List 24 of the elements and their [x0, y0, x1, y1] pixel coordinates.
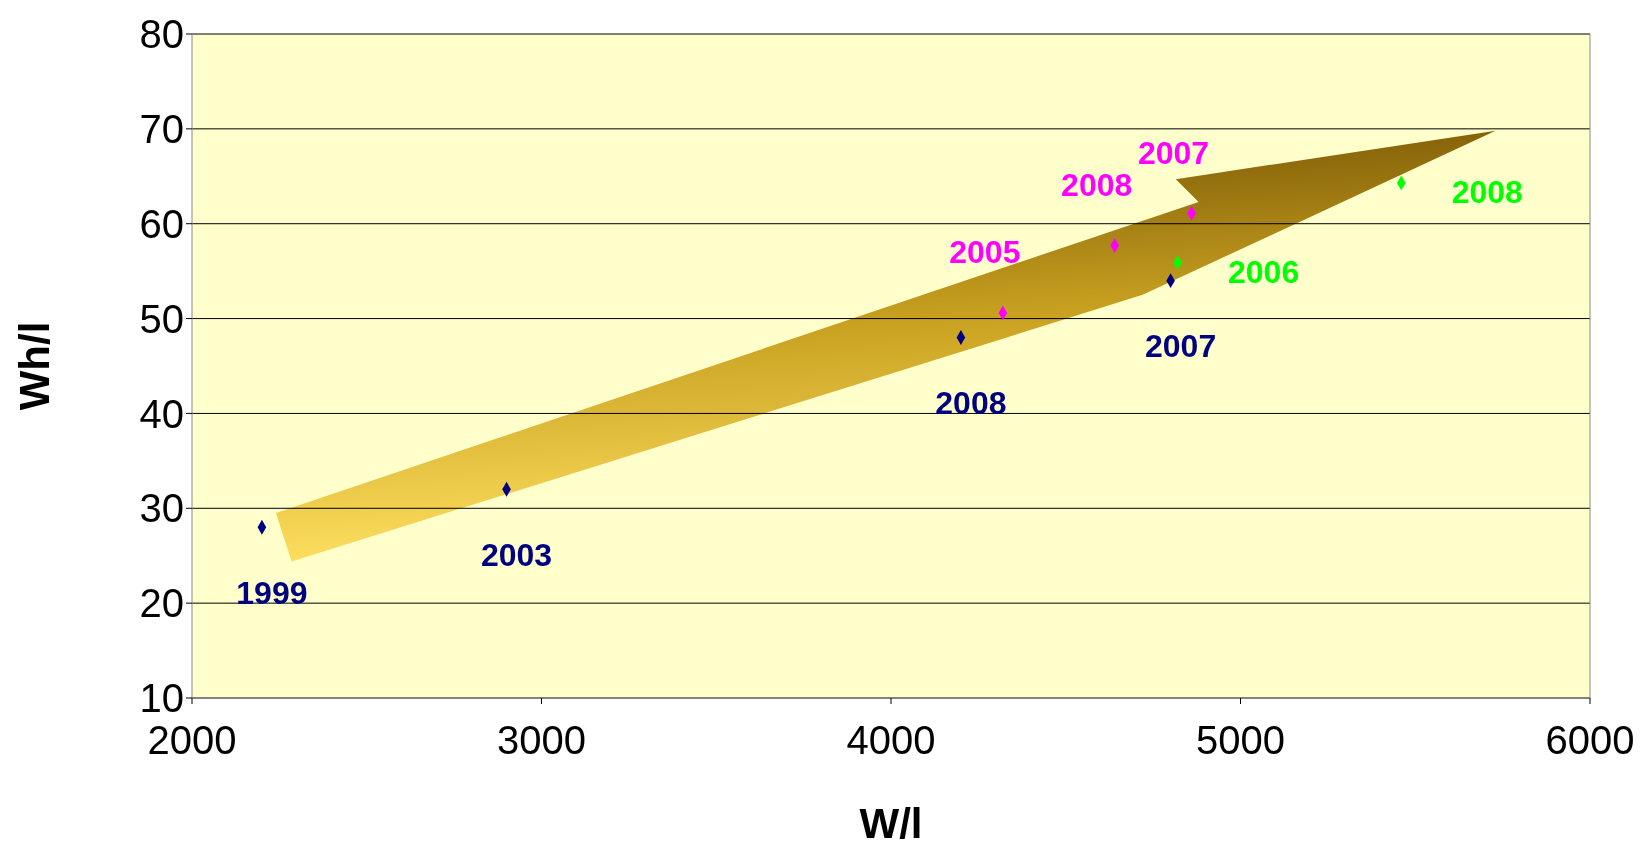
- annotation: 2007: [1145, 328, 1217, 365]
- x-axis-title: W/l: [859, 800, 923, 847]
- y-tick-label: 30: [139, 486, 184, 531]
- y-tick-label: 60: [139, 201, 184, 246]
- y-tick-label: 40: [139, 391, 184, 436]
- annotation: 2006: [1228, 254, 1300, 291]
- y-axis-title: Wh/l: [11, 321, 59, 411]
- y-tick-label: 70: [139, 107, 184, 152]
- annotation: 2003: [480, 536, 553, 573]
- x-tick-label: 5000: [1196, 718, 1285, 763]
- annotation: 2005: [949, 234, 1021, 271]
- annotation: 2008: [1061, 166, 1133, 203]
- y-tick-label: 10: [139, 676, 184, 721]
- x-tick-label: 2000: [147, 718, 237, 763]
- x-tick-label: 6000: [1545, 718, 1635, 763]
- y-tick-label: 50: [139, 296, 184, 341]
- x-tick-label: 4000: [846, 718, 936, 763]
- y-tick-label: 20: [139, 581, 184, 626]
- annotation: 2008: [935, 385, 1007, 421]
- annotation: 2008: [1451, 174, 1523, 211]
- annotation: 2007: [1137, 134, 1210, 171]
- annotation: 1999: [236, 574, 308, 611]
- x-tick-label: 3000: [497, 718, 586, 763]
- y-tick-label: 80: [139, 12, 184, 57]
